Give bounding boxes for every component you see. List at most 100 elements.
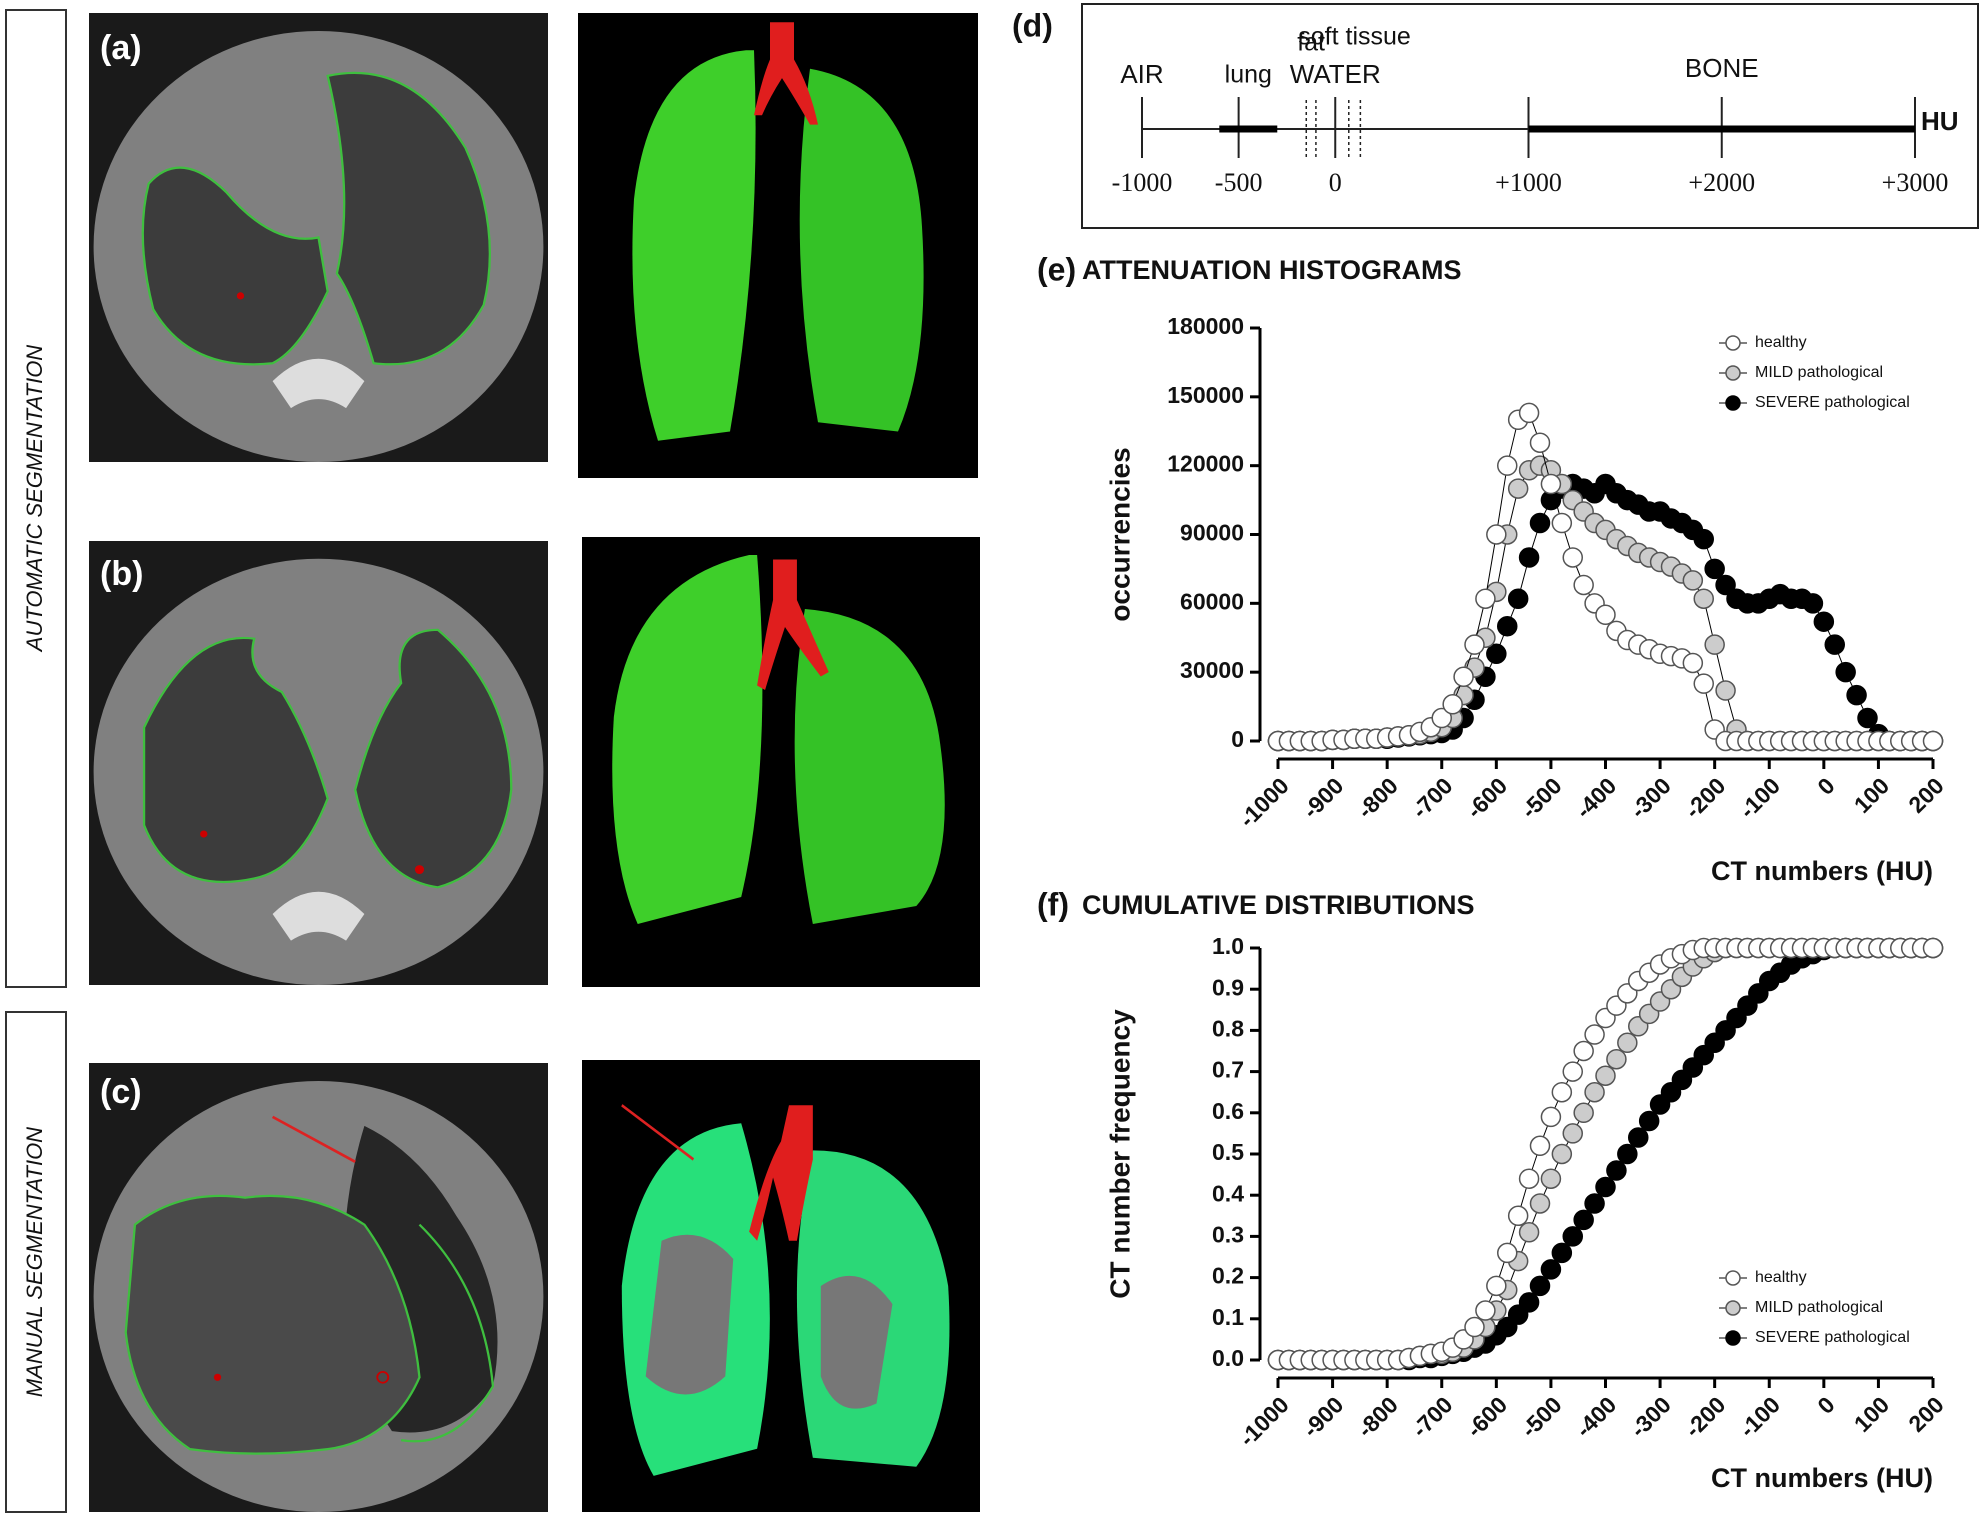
data-point: [1529, 1135, 1551, 1157]
x-tick-label: -1000: [1234, 1391, 1294, 1451]
y-tick-label: 0.1: [1212, 1304, 1244, 1330]
x-axis-label: CT numbers (HU): [1711, 856, 1933, 886]
data-point: [1562, 1226, 1583, 1247]
data-point: [1551, 1143, 1573, 1165]
ct-image: [89, 541, 548, 985]
data-point: [1584, 1081, 1605, 1103]
data-point: [1562, 1123, 1583, 1144]
legend-label: MILD pathological: [1755, 1299, 1883, 1316]
data-point: [1693, 528, 1714, 550]
data-point: [1518, 1168, 1540, 1189]
x-tick-label: -500: [1516, 772, 1567, 823]
data-point: [1453, 666, 1474, 688]
x-tick-label: -600: [1461, 1391, 1512, 1442]
data-point: [1529, 512, 1551, 534]
side-box: [5, 9, 67, 988]
scale-marker-label: WATER: [1290, 59, 1381, 89]
data-point: [1486, 1275, 1507, 1297]
data-point: [1628, 1127, 1649, 1148]
data-point: [1507, 478, 1529, 499]
x-tick-label: -100: [1734, 1391, 1785, 1442]
lung-render: [578, 13, 978, 478]
data-point: [1518, 1292, 1540, 1313]
y-tick-label: 180000: [1167, 313, 1244, 339]
data-point: [1540, 1168, 1562, 1189]
data-point: [1551, 512, 1573, 534]
panel-label: (f): [1037, 886, 1069, 922]
y-tick-label: 0.4: [1212, 1180, 1244, 1206]
data-point: [1573, 574, 1594, 596]
scale-tick-label: 0: [1329, 168, 1342, 197]
y-tick-label: 90000: [1180, 520, 1244, 546]
data-point: [1529, 1193, 1551, 1214]
data-point: [1475, 1300, 1496, 1321]
data-point: [1617, 1143, 1638, 1165]
data-point: [1595, 604, 1616, 626]
x-axis-label: CT numbers (HU): [1711, 1463, 1933, 1493]
x-tick-label: -1000: [1234, 772, 1294, 832]
x-tick-label: -400: [1570, 1391, 1621, 1442]
side-box: [5, 1011, 67, 1513]
legend-label: MILD pathological: [1755, 364, 1883, 381]
panel-label: (a): [100, 29, 142, 67]
scale-tick-label: +1000: [1495, 168, 1562, 197]
data-point: [1715, 574, 1736, 596]
y-tick-label: 0.7: [1212, 1057, 1244, 1083]
data-point: [1540, 1259, 1562, 1280]
data-point: [1682, 570, 1704, 591]
y-tick-label: 0.5: [1212, 1139, 1244, 1165]
data-point: [1540, 473, 1562, 495]
data-point: [1824, 634, 1845, 655]
data-point: [1715, 680, 1736, 701]
lung-render: [582, 537, 980, 987]
legend-marker: [1725, 1330, 1741, 1346]
scale-box: [1081, 3, 1979, 229]
chart-title: CUMULATIVE DISTRIBUTIONS: [1082, 890, 1475, 920]
data-point: [1595, 1065, 1616, 1086]
x-tick-label: -200: [1680, 772, 1731, 823]
data-point: [1431, 707, 1452, 729]
y-tick-label: 0.0: [1212, 1345, 1244, 1371]
x-tick-label: -700: [1407, 772, 1458, 823]
legend-marker: [1725, 1300, 1741, 1316]
scale-region-label: soft tissue: [1298, 23, 1411, 51]
legend-marker: [1725, 395, 1741, 411]
data-point: [1529, 1275, 1551, 1297]
data-point: [1518, 402, 1540, 424]
data-point: [1464, 634, 1485, 655]
data-point: [1464, 1316, 1485, 1338]
ct-image: [89, 13, 548, 462]
chart-title: ATTENUATION HISTOGRAMS: [1082, 255, 1462, 285]
data-point: [1507, 1205, 1529, 1227]
data-point: [1704, 634, 1725, 655]
x-tick-label: 0: [1812, 1391, 1839, 1418]
legend-marker: [1725, 365, 1741, 381]
data-point: [1584, 1024, 1605, 1045]
y-tick-label: 0.2: [1212, 1263, 1244, 1289]
series-line: [1278, 465, 1933, 742]
y-axis-label: occurrencies: [1104, 447, 1135, 621]
data-point: [1486, 524, 1507, 545]
y-tick-label: 0: [1231, 726, 1244, 752]
x-tick-label: 200: [1903, 1391, 1949, 1437]
series-line: [1278, 412, 1933, 742]
side-label: AUTOMATIC SEGMENTATION: [22, 345, 47, 653]
hu-scale: HU -1000 -500 0 +1000 +2000 +3000 AIR WATER lungf…: [1112, 23, 1959, 197]
data-point: [1857, 707, 1878, 729]
y-tick-label: 0.6: [1212, 1098, 1244, 1124]
data-point: [1693, 588, 1714, 609]
data-point: [1693, 673, 1714, 694]
data-point: [1442, 694, 1463, 715]
data-point: [1562, 1061, 1583, 1082]
y-tick-label: 150000: [1167, 382, 1244, 408]
ct-image: [89, 1063, 548, 1512]
x-tick-label: -800: [1352, 1391, 1403, 1442]
scale-marker-label: AIR: [1120, 59, 1163, 89]
scale-tick-label: +3000: [1882, 168, 1949, 197]
y-tick-label: 1.0: [1212, 933, 1244, 959]
side-label: MANUAL SEGMENTATION: [22, 1127, 47, 1397]
panel-label: (e): [1037, 251, 1076, 287]
panel-label: (c): [100, 1073, 142, 1111]
data-point: [1606, 1160, 1627, 1181]
